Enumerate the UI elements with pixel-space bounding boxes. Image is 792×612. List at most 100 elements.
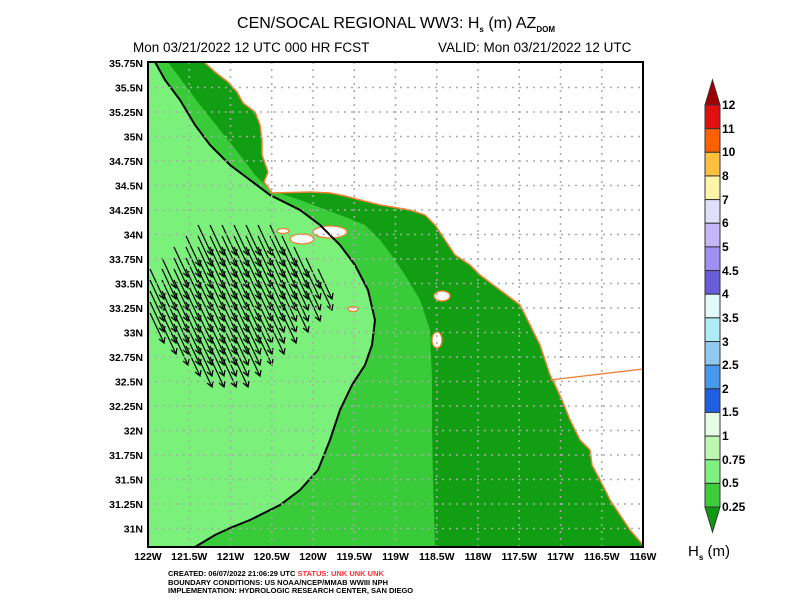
lat-label: 35.25N — [109, 107, 143, 119]
wave-arrow — [209, 235, 226, 268]
colorbar-segment — [704, 175, 721, 201]
lon-label: 121W — [217, 551, 245, 563]
wave-arrow — [197, 279, 214, 312]
lat-label: 31N — [124, 524, 143, 536]
wave-arrow — [221, 345, 238, 378]
colorbar-label: 0.25 — [722, 500, 746, 515]
lat-label: 31.75N — [109, 450, 143, 462]
wave-arrow — [257, 246, 274, 279]
wave-arrow — [257, 323, 274, 356]
wave-arrow — [185, 301, 202, 334]
colorbar-segment — [704, 317, 721, 343]
wave-arrow — [221, 301, 238, 334]
wave-arrow — [245, 323, 262, 356]
wave-arrow — [209, 257, 226, 290]
wave-arrow — [317, 279, 334, 312]
wave-arrow — [293, 246, 310, 279]
colorbar-label: 1 — [722, 429, 729, 444]
lat-label: 31.25N — [109, 499, 143, 511]
wave-arrow — [185, 235, 202, 268]
wave-arrow — [209, 246, 226, 279]
colorbar-label: 0.75 — [722, 452, 746, 467]
wave-arrow — [149, 279, 166, 312]
wave-arrow — [245, 290, 262, 323]
wave-arrow — [209, 301, 226, 334]
wave-arrow — [197, 345, 214, 378]
wave-arrow — [233, 257, 250, 290]
wave-arrow — [197, 235, 214, 268]
lon-label: 117.5W — [501, 551, 537, 563]
lat-label: 31.5N — [115, 475, 143, 487]
lat-label: 34.75N — [109, 156, 143, 168]
footer-info: CREATED: 06/07/2022 21:06:29 UTC STATUS:… — [168, 569, 413, 596]
lat-label: 32.25N — [109, 401, 143, 413]
lon-label: 119W — [382, 551, 409, 563]
wave-arrow — [221, 312, 238, 345]
wave-arrow — [245, 235, 262, 268]
colorbar-label: 5 — [722, 239, 729, 254]
lat-label: 32.75N — [109, 352, 143, 364]
lat-label: 32N — [124, 426, 143, 438]
lat-label: 35N — [124, 132, 143, 144]
wave-arrow — [233, 246, 250, 279]
lon-label: 118.5W — [419, 551, 455, 563]
colorbar-segment — [704, 270, 721, 295]
wave-arrow — [233, 345, 250, 378]
wave-arrow — [161, 312, 178, 345]
chart-title: CEN/SOCAL REGIONAL WW3: Hs (m) AZDOM — [0, 15, 792, 34]
colorbar-label: 1.5 — [722, 405, 739, 420]
wave-arrow — [221, 268, 238, 301]
lat-label: 35.5N — [115, 83, 143, 95]
lat-label: 33.5N — [115, 279, 143, 291]
colorbar-segment — [704, 151, 721, 177]
wave-arrow — [233, 290, 250, 323]
wave-arrow — [305, 268, 322, 301]
colorbar-segment — [704, 341, 721, 366]
title-subscript: s — [479, 25, 484, 35]
lat-label: 34N — [124, 230, 143, 242]
wave-arrow — [233, 356, 250, 389]
wave-arrow — [305, 290, 322, 323]
lon-label: 118W — [465, 551, 492, 563]
colorbar-title-units: (m) — [703, 543, 730, 560]
colorbar-segment — [704, 388, 721, 413]
colorbar-label: 4.5 — [722, 263, 739, 278]
colorbar-label: 8 — [722, 168, 729, 183]
wave-arrow — [281, 290, 298, 323]
colorbar-label: 2 — [722, 381, 729, 396]
created-time: CREATED: 06/07/2022 21:06:29 UTC — [168, 569, 296, 578]
wave-arrow — [245, 246, 262, 279]
status-text: STATUS: UNK UNK UNK — [297, 569, 384, 578]
colorbar-segment — [704, 104, 721, 130]
wave-arrow — [269, 312, 286, 345]
colorbar-label: 11 — [722, 121, 735, 136]
wave-arrow — [149, 312, 166, 345]
colorbar-title: Hs (m) — [688, 543, 730, 562]
wave-arrow — [245, 312, 262, 345]
wave-arrow — [281, 312, 298, 345]
colorbar-label: 6 — [722, 216, 729, 231]
wave-arrow — [209, 345, 226, 378]
wave-arrow — [197, 290, 214, 323]
lon-label: 119.5W — [336, 551, 372, 563]
wave-arrow — [233, 312, 250, 345]
wave-arrow — [221, 334, 238, 367]
wave-arrow — [233, 334, 250, 367]
wave-arrow — [257, 268, 274, 301]
wave-arrow — [161, 290, 178, 323]
wave-arrow — [233, 224, 250, 257]
lat-label: 35.75N — [109, 58, 143, 70]
lon-label: 116.5W — [584, 551, 620, 563]
lat-label: 32.5N — [115, 377, 143, 389]
lon-label: 116W — [630, 551, 657, 563]
colorbar-segment — [704, 435, 721, 461]
wave-arrow — [197, 356, 214, 389]
wave-arrow — [281, 246, 298, 279]
wave-arrow — [209, 268, 226, 301]
lon-label: 117W — [547, 551, 574, 563]
wave-arrow — [173, 290, 190, 323]
lat-label: 34.25N — [109, 205, 143, 217]
contour-line — [154, 62, 377, 547]
colorbar-label: 10 — [722, 145, 736, 160]
